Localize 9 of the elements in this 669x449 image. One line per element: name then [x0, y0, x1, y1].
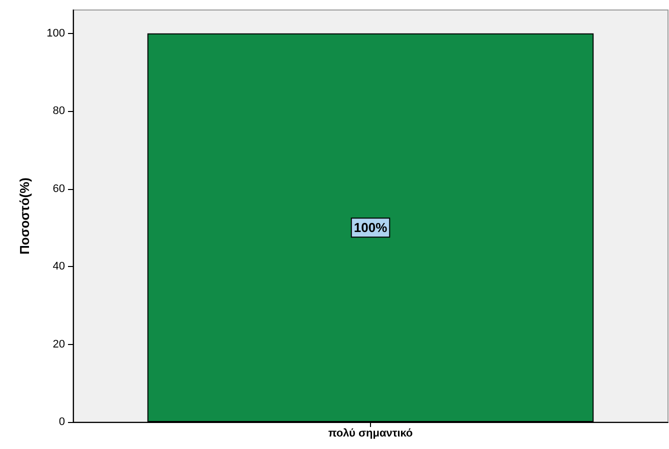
data-label: 100%: [354, 220, 388, 236]
y-tick-label: 80: [52, 105, 65, 118]
y-tick-label: 40: [52, 260, 65, 273]
y-axis-title: Ποσοστό(%): [17, 177, 32, 255]
y-tick-label: 60: [52, 182, 65, 195]
x-tick-label: πολύ σημαντικό: [328, 428, 414, 440]
y-tick-label: 0: [58, 416, 65, 428]
y-tick-label: 20: [52, 338, 65, 350]
y-tick-label: 100: [46, 27, 65, 40]
